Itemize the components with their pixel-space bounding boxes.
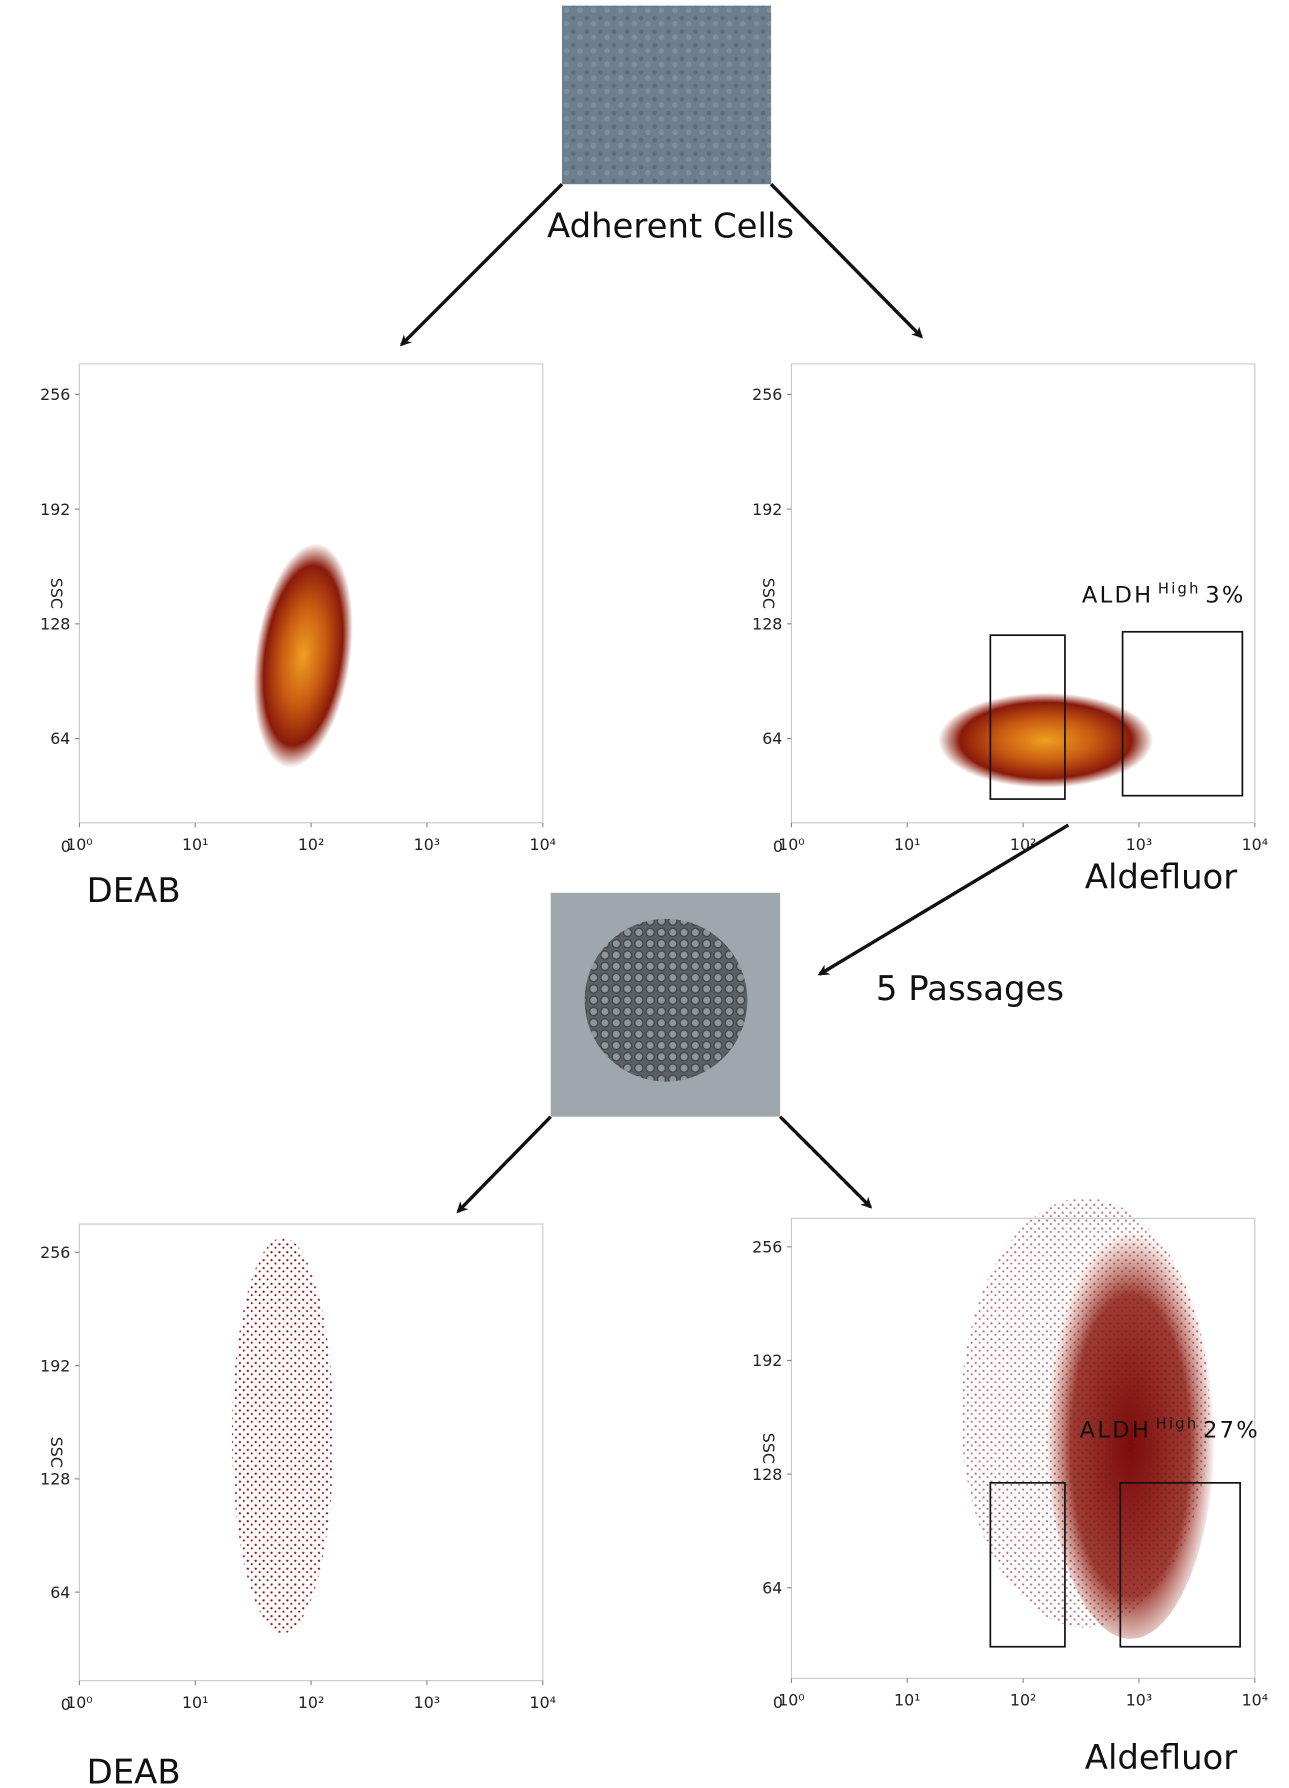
gate [1121, 630, 1244, 797]
x-tick-label: 10² [298, 835, 324, 854]
y-tick-label: 192 [40, 1356, 70, 1375]
y-tick-label: 256 [752, 385, 782, 404]
gate-label: ALDH High 27% [1080, 1416, 1260, 1444]
y-tick-label: 128 [40, 614, 70, 633]
event-cloud [938, 692, 1154, 788]
arrow [778, 1115, 873, 1209]
y-tick-label: 64 [762, 1578, 782, 1597]
x-tick-label: 10⁰ [778, 1690, 804, 1709]
origin-label: 0 [61, 1695, 71, 1714]
y-axis-label: SSC [759, 578, 778, 609]
gate [1119, 1481, 1241, 1648]
y-tick-label: 192 [752, 1351, 782, 1370]
y-tick-label: 192 [40, 500, 70, 519]
gate-label: ALDH High 3% [1082, 580, 1246, 608]
arrow [399, 183, 564, 347]
sphere [584, 918, 748, 1082]
y-tick-label: 128 [40, 1470, 70, 1489]
gate [989, 1481, 1066, 1648]
gate-name: ALDH [1082, 582, 1153, 608]
transition-label: 5 Passages [876, 969, 1064, 1008]
y-tick-label: 256 [752, 1237, 782, 1256]
arrow [456, 1115, 552, 1214]
x-tick-label: 10³ [1126, 1690, 1152, 1709]
y-tick-label: 192 [752, 500, 782, 519]
gate [989, 634, 1066, 800]
arrow [769, 183, 923, 339]
gate-percent: 27% [1203, 1418, 1260, 1444]
x-tick-label: 10² [1010, 1690, 1036, 1709]
x-tick-label: 10¹ [182, 1693, 208, 1712]
y-tick-label: 256 [40, 385, 70, 404]
event-cloud [231, 1237, 334, 1634]
condition-label: DEAB [87, 1752, 181, 1788]
x-tick-label: 10³ [1126, 835, 1152, 854]
gate-name: ALDH [1080, 1418, 1151, 1444]
event-cloud [960, 1198, 1210, 1628]
event-cloud [253, 543, 353, 768]
y-tick-label: 64 [762, 729, 782, 748]
origin-label: 0 [773, 837, 783, 856]
y-tick-label: 128 [752, 614, 782, 633]
gate-percent: 3% [1205, 582, 1245, 608]
gate-superscript: High [1156, 1416, 1199, 1433]
y-tick-label: 128 [752, 1465, 782, 1484]
x-tick-label: 10⁴ [530, 1693, 556, 1712]
arrow [817, 823, 1070, 976]
y-tick-label: 64 [50, 1583, 70, 1602]
origin-label: 0 [773, 1693, 783, 1712]
x-tick-label: 10¹ [894, 835, 920, 854]
x-tick-label: 10⁰ [778, 835, 804, 854]
y-axis-label: SSC [47, 1437, 66, 1468]
condition-label: Aldefluor [1085, 1738, 1238, 1777]
y-axis-label: SSC [759, 1433, 778, 1464]
x-tick-label: 10⁴ [1242, 1690, 1268, 1709]
condition-label: Aldefluor [1085, 857, 1238, 896]
x-tick-label: 10⁴ [530, 835, 556, 854]
adherent-cells-image [561, 5, 772, 185]
x-tick-label: 10³ [414, 1693, 440, 1712]
x-tick-label: 10² [298, 1693, 324, 1712]
y-axis-label: SSC [47, 578, 66, 609]
x-tick-label: 10⁰ [66, 1693, 92, 1712]
image-label: Adherent Cells [547, 206, 794, 245]
origin-label: 0 [61, 837, 71, 856]
x-tick-label: 10⁴ [1242, 835, 1268, 854]
x-tick-label: 10³ [414, 835, 440, 854]
y-tick-label: 64 [50, 729, 70, 748]
x-tick-label: 10¹ [894, 1690, 920, 1709]
gate-superscript: High [1158, 580, 1201, 597]
condition-label: DEAB [87, 871, 181, 910]
x-tick-label: 10⁰ [66, 835, 92, 854]
y-tick-label: 256 [40, 1243, 70, 1262]
gates [989, 630, 1244, 1648]
x-tick-label: 10¹ [182, 835, 208, 854]
x-tick-label: 10² [1010, 835, 1036, 854]
arrows [399, 183, 1070, 1214]
